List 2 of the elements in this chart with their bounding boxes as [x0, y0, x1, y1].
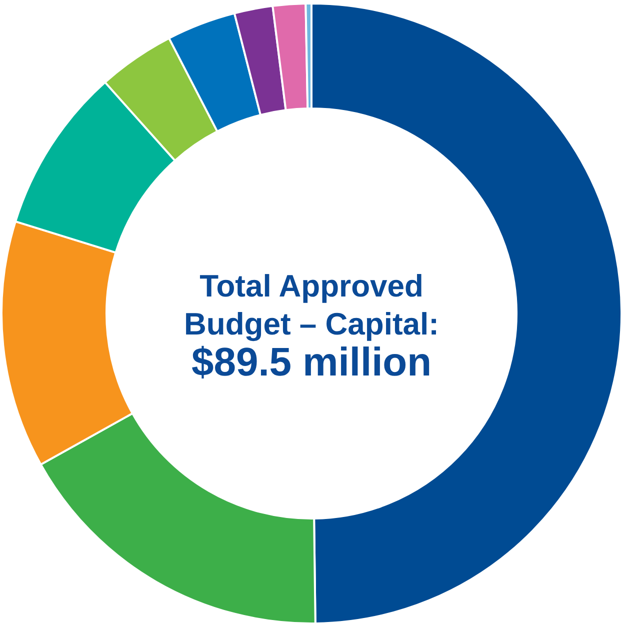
text: $89.5 million — [191, 340, 432, 384]
text: Total Approved Budget – Capital: — [184, 268, 439, 342]
